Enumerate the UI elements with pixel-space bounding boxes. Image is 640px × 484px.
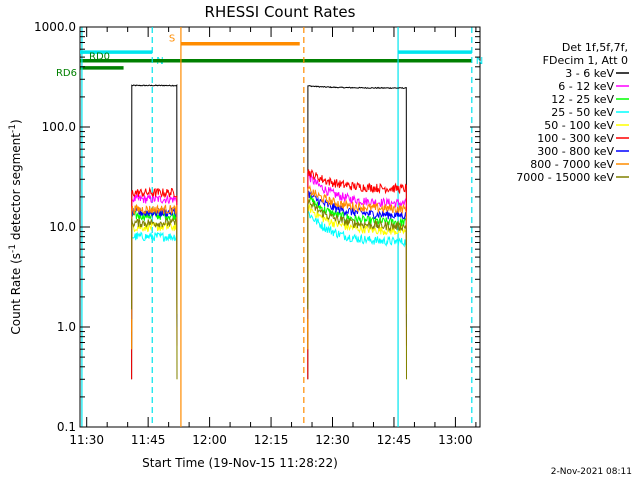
legend-entry-label: 300 - 800 keV [537, 145, 614, 158]
series-segment [131, 231, 178, 315]
y-axis-title: Count Rate (s-1 detector segment-1) [8, 119, 23, 334]
series-segment [131, 221, 178, 380]
legend-entry-label: 800 - 7000 keV [530, 158, 614, 171]
series-segment [307, 85, 407, 380]
series-segment [307, 195, 407, 350]
series-segment [307, 210, 407, 315]
y-tick-label: 1.0 [57, 320, 76, 334]
y-tick-label: 10.0 [49, 220, 76, 234]
flags-layer: NNSRD0RD6 [56, 34, 483, 79]
legend-entry-label: 100 - 300 keV [537, 132, 614, 145]
series-trace [131, 210, 407, 315]
x-tick-label: 12:15 [254, 433, 289, 447]
x-tick-label: 12:00 [192, 433, 227, 447]
series-trace [131, 168, 407, 380]
x-axis-title: Start Time (19-Nov-15 11:28:22) [142, 456, 338, 470]
series-trace [131, 203, 407, 380]
legend-entry-label: 25 - 50 keV [551, 106, 614, 119]
legend: Det 1f,5f,7f, FDecim 1, Att 0 3 - 6 keV6… [516, 41, 629, 184]
series-segment [131, 83, 178, 380]
series-segment [307, 190, 407, 328]
legend-entry-label: 6 - 12 keV [558, 80, 614, 93]
y-axis-title-sup2: -1 [8, 124, 18, 133]
series-segment [131, 216, 178, 380]
series-segment [131, 203, 178, 350]
y-tick-label: 0.1 [57, 420, 76, 434]
legend-entry-label: 3 - 6 keV [565, 67, 614, 80]
x-axis: 11:30 11:45 12:00 12:15 12:30 12:45 13:00 [69, 27, 477, 447]
legend-header-line1: Det 1f,5f,7f, [562, 41, 628, 54]
legend-entry-label: 50 - 100 keV [544, 119, 614, 132]
x-tick-label: 13:00 [438, 433, 473, 447]
y-axis-title-sup1: -1 [8, 244, 18, 253]
legend-entry-label: 7000 - 15000 keV [516, 171, 614, 184]
x-tick-label: 11:45 [131, 433, 166, 447]
series-segment [131, 186, 178, 380]
y-tick-label: 1000.0 [34, 20, 76, 34]
y-axis-title-part3: ) [9, 119, 23, 124]
generation-timestamp: 2-Nov-2021 08:11 [551, 467, 632, 477]
chart-title: RHESSI Count Rates [205, 3, 356, 21]
legend-header-line2: FDecim 1, Att 0 [543, 54, 628, 67]
series-trace [131, 184, 407, 350]
y-axis: 1000.0 100.0 10.0 1.0 0.1 [34, 20, 480, 434]
series-segment [307, 199, 407, 380]
y-tick-label: 100.0 [42, 120, 76, 134]
series-segment [307, 172, 407, 346]
flag-label: S [169, 34, 175, 45]
y-axis-title-part1: Count Rate (s [9, 253, 23, 335]
series-trace [131, 195, 407, 350]
series-segment [307, 168, 407, 380]
series-segment [307, 184, 407, 350]
series-trace [131, 172, 407, 346]
flag-label: N [476, 56, 483, 67]
x-tick-label: 12:30 [315, 433, 350, 447]
series-segment [131, 210, 178, 350]
x-tick-label: 12:45 [377, 433, 412, 447]
flag-label: RD0 [89, 52, 110, 63]
series-trace [131, 199, 407, 380]
x-tick-label: 11:30 [69, 433, 104, 447]
legend-entry-label: 12 - 25 keV [551, 93, 614, 106]
y-axis-title-part2: detector segment [9, 133, 23, 244]
series-segment [131, 192, 178, 346]
series-layer [131, 83, 407, 380]
series-trace [131, 83, 407, 380]
flag-label: RD6 [56, 68, 77, 79]
